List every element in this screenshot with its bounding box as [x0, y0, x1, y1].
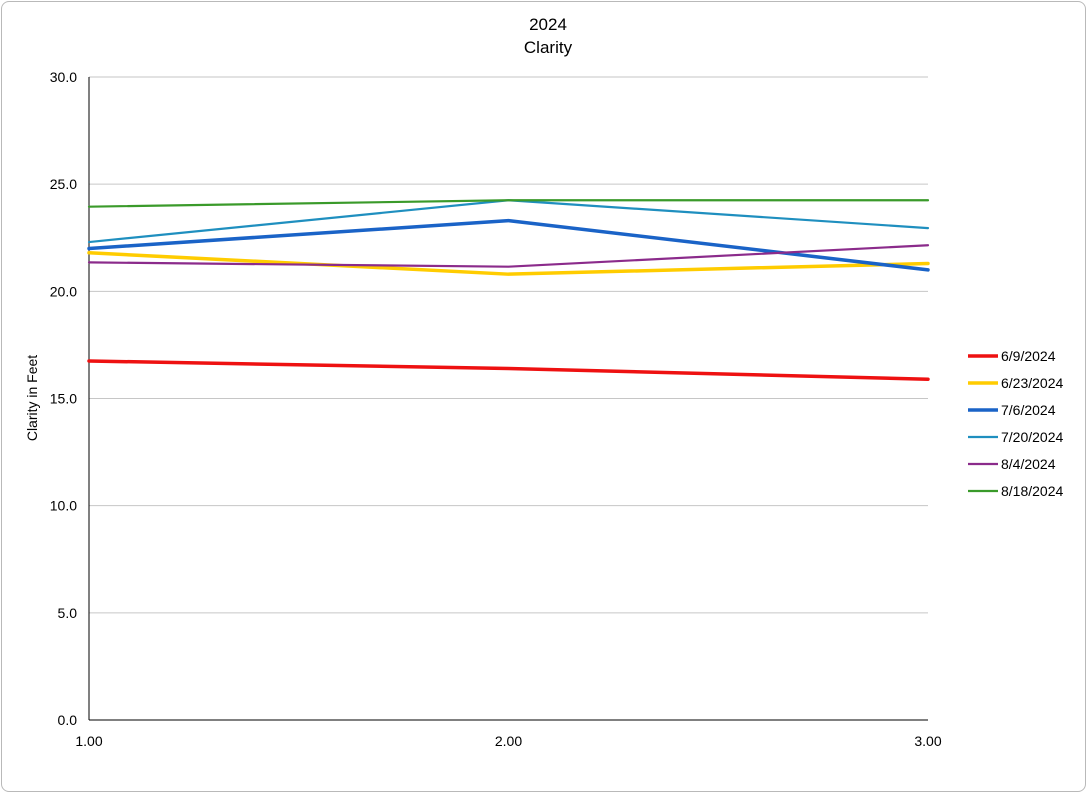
grid — [89, 76, 928, 614]
legend-label: 8/18/2024 — [1001, 483, 1063, 499]
legend-label: 6/9/2024 — [1001, 348, 1056, 364]
x-tick-label: 1.00 — [75, 733, 102, 749]
y-axis-label: Clarity in Feet — [24, 355, 40, 441]
x-tick-labels: 1.00 2.00 3.00 — [75, 733, 941, 749]
series-line — [87, 251, 930, 276]
legend: 6/9/2024 6/23/2024 7/6/2024 7/20/2024 8/4/20… — [968, 348, 1063, 499]
legend-label: 7/20/2024 — [1001, 429, 1063, 445]
x-tick-label: 3.00 — [914, 733, 941, 749]
legend-label: 6/23/2024 — [1001, 375, 1063, 391]
y-tick-labels: 0.0 5.0 10.0 15.0 20.0 25.0 30.0 — [50, 69, 77, 728]
series-line — [87, 244, 930, 268]
series-lines — [87, 199, 930, 381]
x-tick-label: 2.00 — [495, 733, 522, 749]
y-tick-label: 15.0 — [50, 391, 77, 407]
y-tick-label: 5.0 — [58, 605, 78, 621]
chart-title: 2024 — [529, 15, 567, 34]
axes — [88, 77, 928, 721]
chart-subtitle: Clarity — [524, 38, 573, 57]
legend-label: 8/4/2024 — [1001, 456, 1056, 472]
y-tick-label: 30.0 — [50, 69, 77, 85]
y-tick-label: 20.0 — [50, 283, 77, 299]
y-tick-label: 25.0 — [50, 176, 77, 192]
y-tick-label: 0.0 — [58, 712, 78, 728]
series-line — [87, 218, 930, 272]
series-line — [87, 359, 930, 381]
legend-label: 7/6/2024 — [1001, 402, 1056, 418]
y-tick-label: 10.0 — [50, 498, 77, 514]
series-line — [87, 199, 930, 208]
